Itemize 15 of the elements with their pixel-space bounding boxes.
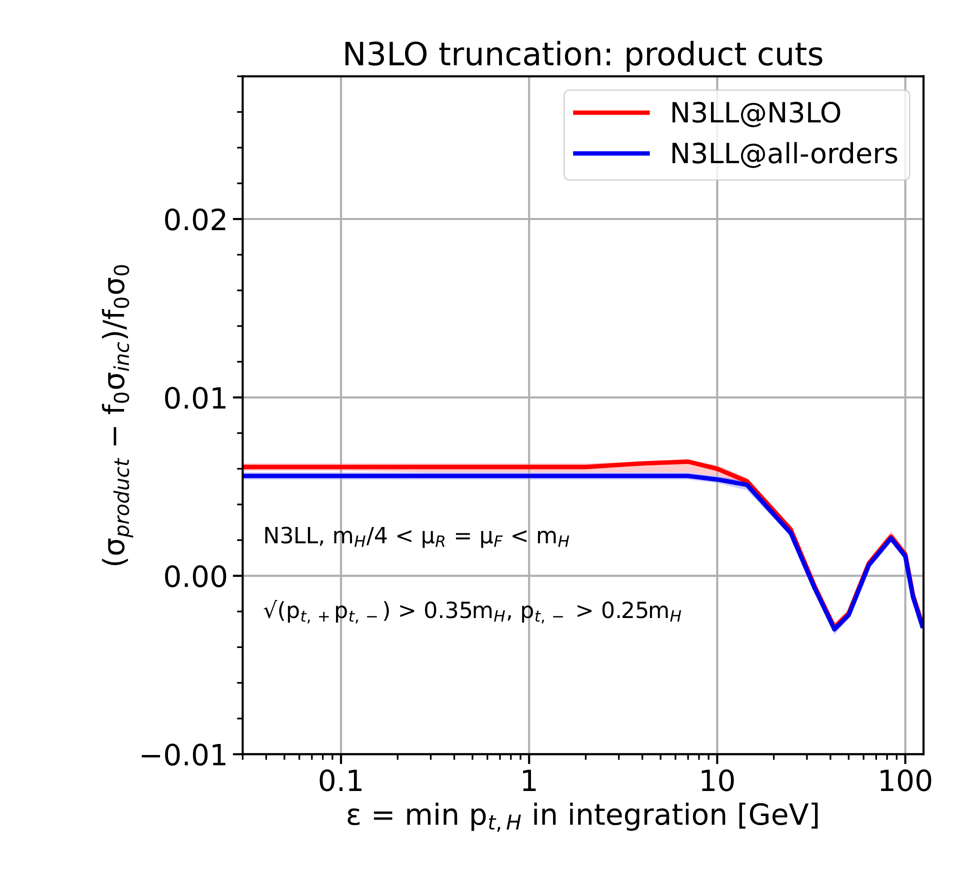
legend-label: N3LL@all-orders: [672, 142, 898, 168]
x-tick-label: 0.1: [320, 769, 362, 792]
text: (σ$_{product}$ − f$_{0}$σ$_{inc}$)/f$_{0}$σ$_{0}$: [102, 265, 134, 566]
chart-title: N3LO truncation: product cuts: [345, 40, 822, 72]
text: √(p$_{t,+}$p$_{t,−}$) > 0.35m$_{H}$, p$_{t,−}$ > 0.25m$_{H}$: [264, 600, 682, 624]
x-tick-label: 1: [523, 770, 536, 791]
y-tick-label: 0.00: [165, 565, 226, 588]
y-tick-label: 0.01: [165, 386, 226, 409]
legend-label: N3LL@N3LO: [672, 102, 840, 128]
x-tick-label: 100: [880, 769, 932, 792]
x-axis-title: ε = min p$_{t,H}$ in integration [GeV]: [348, 802, 818, 832]
y-tick-label: 0.02: [165, 208, 226, 231]
y-tick-label: −0.01: [142, 744, 226, 766]
annotation: N3LL, m$_{H}$/4 < μ$_{R}$ = μ$_{F}$ < m$_{H}$: [265, 526, 570, 548]
x-tick-label: 10: [702, 769, 734, 792]
